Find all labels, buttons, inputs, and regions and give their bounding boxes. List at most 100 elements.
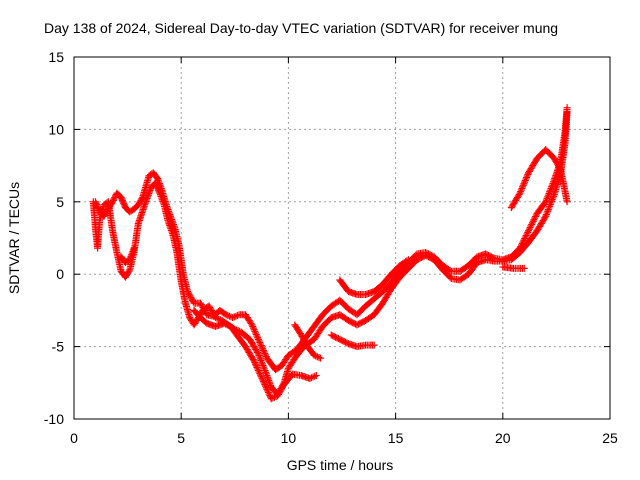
data-point <box>165 207 173 215</box>
data-point <box>516 189 524 197</box>
data-point <box>168 217 176 225</box>
data-point <box>257 371 265 379</box>
data-point <box>261 349 269 357</box>
x-axis-label: GPS time / hours <box>287 457 394 473</box>
data-point <box>523 174 531 182</box>
data-point <box>523 230 531 238</box>
data-point <box>489 254 497 262</box>
data-point <box>256 370 264 378</box>
y-tick-label: -5 <box>52 339 65 355</box>
data-point <box>222 311 230 319</box>
data-point <box>252 362 260 370</box>
data-point <box>270 393 278 401</box>
data-point <box>258 360 266 368</box>
y-tick-label: 0 <box>56 266 64 282</box>
data-point <box>167 214 175 222</box>
data-point <box>264 373 272 381</box>
data-point <box>262 368 270 376</box>
data-point <box>546 201 554 209</box>
data-point <box>529 217 537 225</box>
data-point <box>310 351 318 359</box>
data-point <box>264 388 272 396</box>
x-tick-label: 25 <box>602 430 618 446</box>
data-point <box>541 199 549 207</box>
data-point <box>170 222 178 230</box>
data-point <box>546 202 554 210</box>
data-point <box>516 244 524 252</box>
data-point <box>125 267 133 275</box>
series-track-a <box>89 108 571 398</box>
data-point <box>254 366 262 374</box>
data-point <box>258 343 266 351</box>
y-axis-label: SDTVAR / TECUs <box>6 182 22 294</box>
data-point <box>260 348 268 356</box>
data-point <box>265 378 273 386</box>
data-point <box>446 266 454 274</box>
data-point <box>254 365 262 373</box>
x-tick-label: 10 <box>281 430 297 446</box>
data-point <box>260 379 268 387</box>
data-point <box>550 192 558 200</box>
data-point <box>542 211 550 219</box>
data-point <box>170 221 178 229</box>
data-point <box>403 257 411 265</box>
data-point <box>126 256 134 264</box>
data-point <box>163 204 171 212</box>
data-point <box>563 104 571 112</box>
data-point <box>163 202 171 210</box>
data-point <box>250 357 258 365</box>
y-tick-label: 15 <box>48 49 64 65</box>
data-point <box>233 311 241 319</box>
data-point <box>166 211 174 219</box>
x-tick-label: 0 <box>70 430 78 446</box>
data-point <box>548 197 556 205</box>
data-point <box>128 249 136 257</box>
data-point <box>550 178 558 186</box>
data-point <box>154 176 162 184</box>
data-point <box>138 195 146 203</box>
data-point <box>261 381 269 389</box>
data-point <box>249 324 257 332</box>
data-point <box>253 332 261 340</box>
data-point <box>164 206 172 214</box>
data-point <box>524 228 532 236</box>
data-point <box>548 196 556 204</box>
data-point <box>254 350 262 358</box>
data-point <box>267 395 275 403</box>
data-point <box>264 375 272 383</box>
data-point <box>260 365 268 373</box>
data-point <box>518 241 526 249</box>
data-point <box>522 231 530 239</box>
data-point <box>525 225 533 233</box>
data-point <box>269 394 277 402</box>
data-point <box>128 251 136 259</box>
data-point <box>309 373 317 381</box>
data-point <box>521 178 529 186</box>
data-point <box>252 360 260 368</box>
data-point <box>257 342 265 350</box>
data-point <box>312 372 320 380</box>
data-point <box>215 315 223 323</box>
data-point <box>257 373 265 381</box>
data-point <box>249 322 257 330</box>
data-point <box>521 235 529 243</box>
data-point <box>307 374 315 382</box>
data-point <box>556 164 564 172</box>
data-point <box>252 329 260 337</box>
data-point <box>546 186 554 194</box>
data-point <box>126 254 134 262</box>
data-point <box>222 320 230 328</box>
data-point <box>247 319 255 327</box>
data-point <box>519 183 527 191</box>
data-point <box>446 273 454 281</box>
data-point <box>251 327 259 335</box>
grid <box>74 57 610 419</box>
data-point <box>519 238 527 246</box>
data-point <box>157 185 165 193</box>
data-point <box>547 184 555 192</box>
data-point <box>412 251 420 259</box>
data-point <box>254 335 262 343</box>
y-tick-label: 5 <box>56 194 64 210</box>
data-point <box>544 191 552 199</box>
data-point <box>252 331 260 339</box>
